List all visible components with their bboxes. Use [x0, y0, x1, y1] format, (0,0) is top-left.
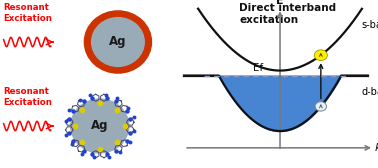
Circle shape: [315, 102, 327, 111]
Text: Resonant
Excitation: Resonant Excitation: [4, 3, 53, 23]
Text: Ef: Ef: [253, 63, 264, 73]
Text: Direct interband
excitation: Direct interband excitation: [239, 3, 336, 25]
Text: E: E: [276, 0, 284, 6]
Text: Resonant
Excitation: Resonant Excitation: [4, 87, 53, 107]
Circle shape: [314, 50, 327, 61]
Circle shape: [71, 99, 129, 153]
Text: s-band: s-band: [362, 20, 378, 30]
Circle shape: [84, 11, 152, 73]
Text: Ag: Ag: [91, 119, 108, 133]
Text: k: k: [375, 143, 378, 153]
Text: Ag: Ag: [109, 35, 127, 49]
Circle shape: [91, 18, 144, 66]
Text: d-band: d-band: [362, 87, 378, 97]
